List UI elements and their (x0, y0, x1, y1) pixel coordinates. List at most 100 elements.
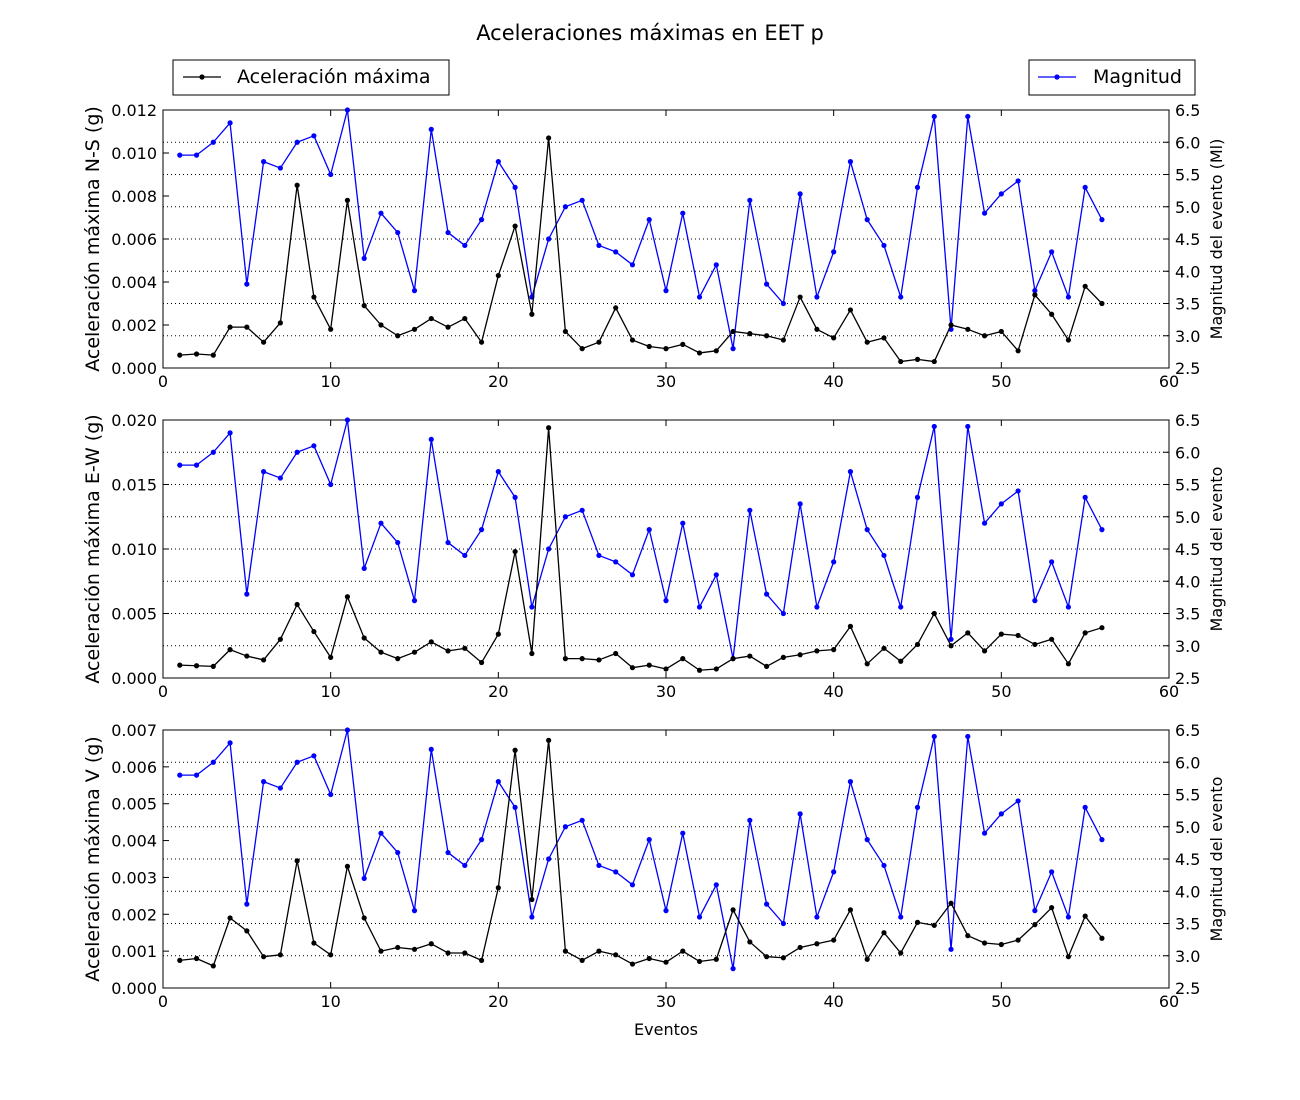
v-acceleration-point (244, 928, 250, 934)
ew-acceleration-point (1032, 641, 1038, 648)
v-magnitude-point (1049, 869, 1055, 875)
ns-x-tick-label: 10 (320, 372, 340, 391)
ew-acceleration-point (914, 641, 921, 648)
v-x-tick-label: 60 (1159, 992, 1179, 1011)
ns-acceleration-point (495, 272, 501, 279)
ew-magnitude-point (931, 423, 937, 430)
ns-acceleration-point (965, 326, 971, 332)
v-magnitude-point (1032, 908, 1038, 914)
panel-ew: 0 10 20 30 40 50 60 0.000 0.005 0.010 0.015 0.020 2.… (82, 411, 1226, 701)
panel-v: 0 10 20 30 40 50 60 0.000 0.001 0.002 0.003 0.004 0.… (82, 721, 1226, 1039)
ew-acceleration-point (1082, 630, 1088, 636)
v-magnitude-point (1015, 798, 1021, 804)
ew-magnitude-point (294, 449, 300, 455)
ew-magnitude-point (210, 449, 216, 455)
ns-magnitude-point (998, 191, 1004, 197)
ns-magnitude-point (596, 242, 602, 249)
ew-magnitude-point (244, 591, 250, 597)
v-y-right-tick-label: 6.5 (1175, 721, 1200, 740)
ns-x-tick-label: 60 (1159, 372, 1179, 391)
ew-acceleration-point (981, 648, 988, 654)
ew-acceleration-point (680, 656, 686, 662)
ns-y-tick-label: 0.006 (111, 230, 157, 249)
ew-magnitude-point (696, 604, 703, 610)
ns-magnitude-point (378, 210, 384, 216)
v-acceleration-point (529, 896, 535, 903)
ns-x-tick-label: 20 (488, 372, 508, 391)
v-acceleration-point (395, 944, 401, 951)
ns-magnitude-point (210, 139, 216, 145)
ew-y-tick-label: 0.005 (111, 605, 157, 624)
ew-magnitude-point (1032, 598, 1038, 604)
ns-acceleration-point (981, 333, 988, 339)
v-acceleration-point (411, 946, 418, 952)
v-magnitude-point (227, 740, 233, 746)
ew-acceleration-point (344, 594, 351, 600)
panel-ns: 0 10 20 30 40 50 60 0.000 0.002 0.004 0.006 0.008 0.… (82, 101, 1226, 391)
ns-magnitude-point (629, 262, 636, 268)
ns-magnitude-point (831, 249, 837, 255)
v-magnitude-point (646, 837, 652, 843)
ew-magnitude-point (445, 539, 451, 546)
ew-acceleration-point (395, 656, 401, 662)
ns-acceleration-point (914, 356, 921, 362)
ew-magnitude-point (613, 559, 619, 565)
ns-magnitude-point (193, 152, 200, 158)
ew-acceleration-point (529, 650, 535, 657)
v-acceleration-point (1015, 937, 1021, 943)
ns-acceleration-point (730, 328, 736, 335)
ew-magnitude-point (193, 462, 200, 468)
ns-y-right-tick-label: 4.5 (1175, 230, 1200, 249)
v-y-right-tick-label: 6.0 (1175, 753, 1200, 772)
v-magnitude-point (713, 882, 719, 888)
v-magnitude-point (1099, 837, 1105, 843)
v-acceleration-point (613, 952, 619, 958)
ns-magnitude-point (1099, 217, 1105, 223)
ns-magnitude-point (646, 217, 652, 223)
v-plot-frame (162, 729, 1170, 989)
v-acceleration-point (1099, 935, 1105, 941)
ew-magnitude-point (764, 591, 770, 597)
v-acceleration-point (864, 956, 870, 962)
ns-y-right-tick-label: 5.5 (1175, 166, 1200, 185)
v-magnitude-point (931, 733, 937, 740)
ew-acceleration-point (311, 628, 317, 635)
v-magnitude-point (445, 849, 451, 856)
ew-magnitude-point (797, 501, 803, 507)
ns-magnitude-point (261, 159, 267, 165)
ns-acceleration-point (831, 335, 837, 341)
ns-y-axis-label: Aceleración máxima N-S (g) (82, 106, 104, 372)
ew-acceleration-point (898, 658, 904, 664)
v-magnitude-point (948, 946, 954, 952)
ew-acceleration-point (428, 639, 434, 645)
v-acceleration-point (478, 957, 485, 963)
v-acceleration-point (1082, 913, 1088, 919)
ew-magnitude-point (378, 520, 384, 526)
v-magnitude-point (579, 817, 585, 823)
v-magnitude-point (629, 882, 636, 888)
ns-acceleration-point (629, 337, 636, 343)
ew-acceleration-point (1065, 661, 1071, 667)
ns-y-tick-label: 0.008 (111, 187, 157, 206)
v-magnitude-line (179, 729, 1103, 970)
v-acceleration-point (814, 941, 820, 947)
ew-acceleration-point (696, 667, 703, 673)
ns-magnitude-point (663, 288, 669, 294)
ns-magnitude-point (680, 210, 686, 216)
ew-acceleration-point (411, 649, 418, 655)
ew-magnitude-point (663, 598, 669, 604)
ns-acceleration-point (328, 326, 334, 332)
ns-acceleration-point (596, 339, 602, 345)
ns-acceleration-line (179, 137, 1103, 363)
ns-acceleration-point (193, 351, 200, 357)
v-y-tick-label: 0.000 (111, 979, 157, 998)
ns-y-right-tick-label: 6.0 (1175, 133, 1200, 152)
ns-acceleration-point (881, 335, 887, 341)
ns-acceleration-point (411, 326, 418, 332)
ew-x-tick-label: 40 (823, 682, 843, 701)
ew-magnitude-point (311, 443, 317, 449)
v-magnitude-point (395, 849, 401, 856)
v-acceleration-point (277, 952, 283, 958)
ns-magnitude-point (411, 288, 418, 294)
